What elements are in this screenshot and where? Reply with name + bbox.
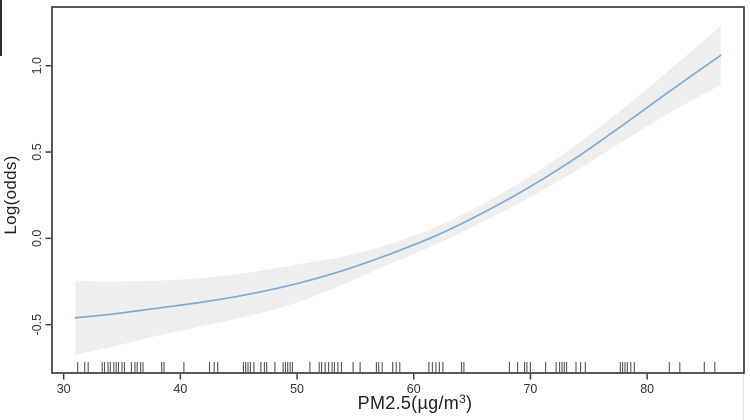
x-tick-label: 80 (640, 382, 654, 396)
right-edge-faint-line (743, 373, 744, 420)
x-tick-label: 50 (290, 382, 304, 396)
x-tick-label: 60 (407, 382, 421, 396)
y-tick-label: 0.5 (30, 143, 44, 160)
x-axis-title-suffix: ) (466, 393, 473, 413)
y-axis-title-text: Log(odds) (1, 155, 20, 235)
x-tick-label: 30 (57, 382, 71, 396)
y-tick-label: -0.5 (30, 314, 44, 336)
y-tick-label: 1.0 (30, 57, 44, 74)
x-tick-label: 70 (523, 382, 537, 396)
confidence-band (75, 26, 721, 355)
x-tick-label: 40 (173, 382, 187, 396)
x-axis-title-prefix: PM2.5(µg/m (357, 393, 460, 413)
plot-box (51, 6, 745, 374)
x-axis-title-superscript: 3 (459, 392, 467, 406)
page-edge-artifact-line (0, 0, 2, 56)
smooth-curve (74, 54, 722, 319)
y-axis-title: Log(odds) (1, 155, 21, 234)
y-tick-label: 0.0 (30, 230, 44, 247)
x-axis-title: PM2.5(µg/m3) (358, 392, 473, 414)
